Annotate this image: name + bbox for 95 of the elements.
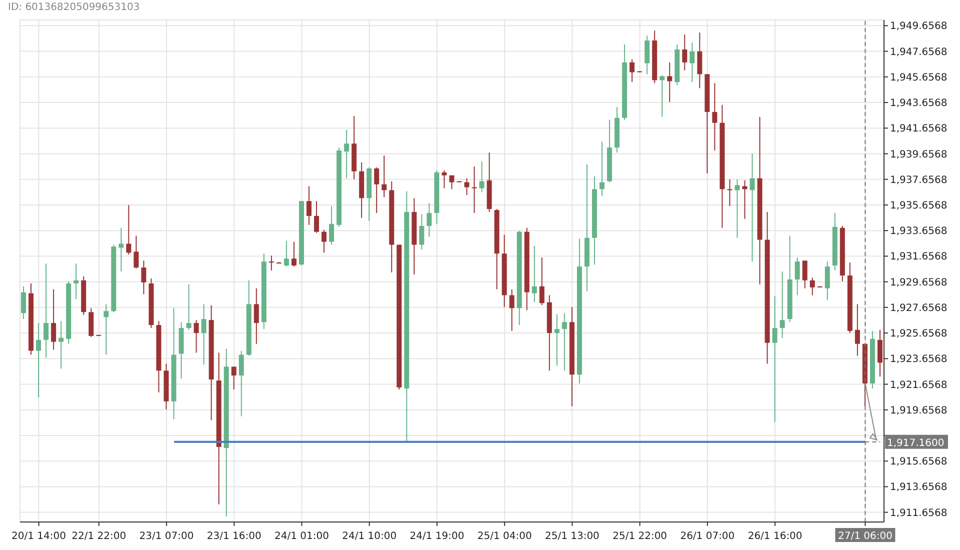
candlestick (810, 277, 815, 296)
x-tick-label: 26/1 16:00 (748, 531, 802, 542)
y-tick-label: 1,939.6568 (890, 149, 948, 160)
candlestick (824, 261, 830, 301)
x-tick-label: 25/1 04:00 (477, 531, 532, 542)
x-tick-label: 23/1 16:00 (206, 531, 262, 542)
x-tick-label: 26/1 07:00 (680, 531, 735, 542)
candlestick (667, 62, 672, 102)
candlestick (472, 166, 477, 214)
candlestick (449, 174, 454, 190)
candlestick (36, 322, 42, 398)
ref-line-label: 1,917.1600 (887, 438, 944, 449)
y-tick-label: 1,925.6568 (890, 328, 948, 340)
x-tick-label: 24/1 01:00 (274, 531, 329, 542)
candlestick (21, 286, 26, 320)
candlestick (291, 241, 296, 268)
candlestick (44, 263, 49, 358)
candlestick (727, 178, 732, 207)
y-tick-label: 1,923.6568 (890, 354, 948, 366)
candlestick (238, 350, 244, 417)
candlestick (419, 214, 424, 250)
y-tick-label: 1,947.6568 (890, 46, 948, 58)
candlestick (554, 314, 560, 366)
candlestick (802, 260, 808, 289)
candlestick (254, 288, 259, 344)
x-tick-label: 24/1 10:00 (342, 531, 397, 542)
candlestick (562, 312, 567, 372)
text: ID: 601368205099653103 (8, 2, 140, 13)
candlestick (382, 154, 387, 198)
y-tick-label: 1,913.6568 (890, 482, 948, 494)
candlestick (780, 271, 785, 338)
candlestick (194, 320, 199, 354)
candlestick (712, 82, 718, 151)
candlestick (539, 257, 544, 306)
candlestick (322, 229, 327, 254)
candlestick (201, 304, 206, 366)
x-tick-label: 23/1 07:00 (139, 531, 194, 542)
candlestick (284, 240, 289, 268)
x-tick-label: 25/1 13:00 (544, 531, 600, 542)
y-tick-label: 1,933.6568 (890, 226, 948, 238)
candlestick (314, 200, 320, 234)
y-tick-label: 1,945.6568 (890, 72, 948, 84)
x-tick-label: 22/1 22:00 (72, 531, 126, 542)
y-tick-label: 1,935.6568 (890, 200, 948, 212)
y-tick-label: 1,937.6568 (890, 174, 948, 186)
candlestick (854, 304, 860, 356)
candlestick (104, 304, 109, 356)
candlestick (51, 288, 56, 350)
candlestick (426, 202, 432, 238)
candlestick (697, 32, 702, 89)
x-tick-label: 24/1 19:00 (410, 531, 464, 542)
candlestick (479, 161, 484, 193)
candlestick (442, 170, 447, 189)
y-tick-label: 1,949.6568 (890, 21, 948, 32)
y-tick-label: 1,931.6568 (890, 252, 948, 263)
candlestick (600, 141, 605, 197)
candlestick (644, 35, 650, 75)
candlestick (877, 329, 882, 378)
candlestick (509, 288, 514, 332)
candlestick (329, 206, 334, 246)
candlestick (532, 245, 537, 303)
y-tick-label: 1,943.6568 (890, 98, 948, 110)
candlestick (660, 74, 665, 118)
candlestick (186, 284, 192, 330)
x-tick-label: 20/1 14:00 (12, 531, 66, 542)
y-tick-label: 1,911.6568 (890, 508, 948, 519)
candlestick (464, 178, 470, 196)
candlestick (306, 186, 312, 226)
candlestick (134, 235, 139, 269)
x-tick-label: 27/1 06:00 (838, 531, 892, 542)
candlestick (88, 308, 94, 338)
candlestick (682, 34, 688, 71)
y-tick-label: 1,921.6568 (890, 380, 948, 391)
y-tick-label: 1,927.6568 (890, 302, 948, 314)
candlestick (118, 227, 124, 272)
y-tick-label: 1,929.6568 (890, 277, 948, 288)
candlestick (742, 180, 748, 220)
y-tick-label: 1,941.6568 (890, 124, 948, 135)
x-tick-label: 25/1 22:00 (612, 531, 668, 542)
candlestick (268, 255, 274, 271)
candlestick (734, 178, 740, 238)
candlestick (772, 296, 778, 423)
candlestick (374, 166, 380, 214)
candlestick (630, 58, 635, 83)
y-tick-label: 1,919.6568 (890, 405, 948, 416)
candlestick (126, 204, 132, 256)
candlestick (344, 129, 350, 179)
candlestick (750, 153, 755, 262)
candlestick (58, 320, 64, 370)
candlestick (690, 42, 695, 83)
candlestick (74, 263, 79, 300)
y-tick-label: 1,915.6568 (890, 456, 948, 468)
candlestick (794, 257, 800, 296)
candlestick (141, 260, 146, 295)
candlestick (231, 366, 236, 390)
